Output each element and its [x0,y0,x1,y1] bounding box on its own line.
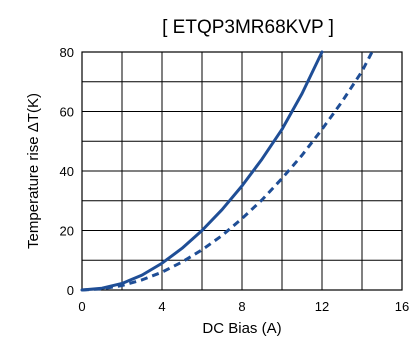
x-tick-label: 0 [78,299,85,314]
grid [81,51,403,291]
x-tick-labels: 0 4 8 12 16 [78,299,409,314]
series-line-dashed [81,51,374,292]
y-axis-label: Temperature rise ΔT(K) [25,93,42,249]
x-tick-label: 4 [158,299,165,314]
x-tick-label: 8 [238,299,245,314]
y-tick-labels: 0 20 40 60 80 [60,45,74,298]
plot-frame [81,51,403,291]
x-axis-label: DC Bias (A) [202,320,281,337]
x-tick-label: 12 [315,299,329,314]
series-layer [80,50,374,292]
y-tick-label: 80 [60,45,74,60]
x-tick-label: 16 [395,299,409,314]
y-tick-label: 60 [60,105,74,120]
chart-title: [ ETQP3MR68KVP ] [162,17,334,38]
y-tick-label: 20 [60,224,74,239]
y-tick-label: 0 [67,283,74,298]
y-tick-label: 40 [60,164,74,179]
series-line-solid [80,50,324,292]
